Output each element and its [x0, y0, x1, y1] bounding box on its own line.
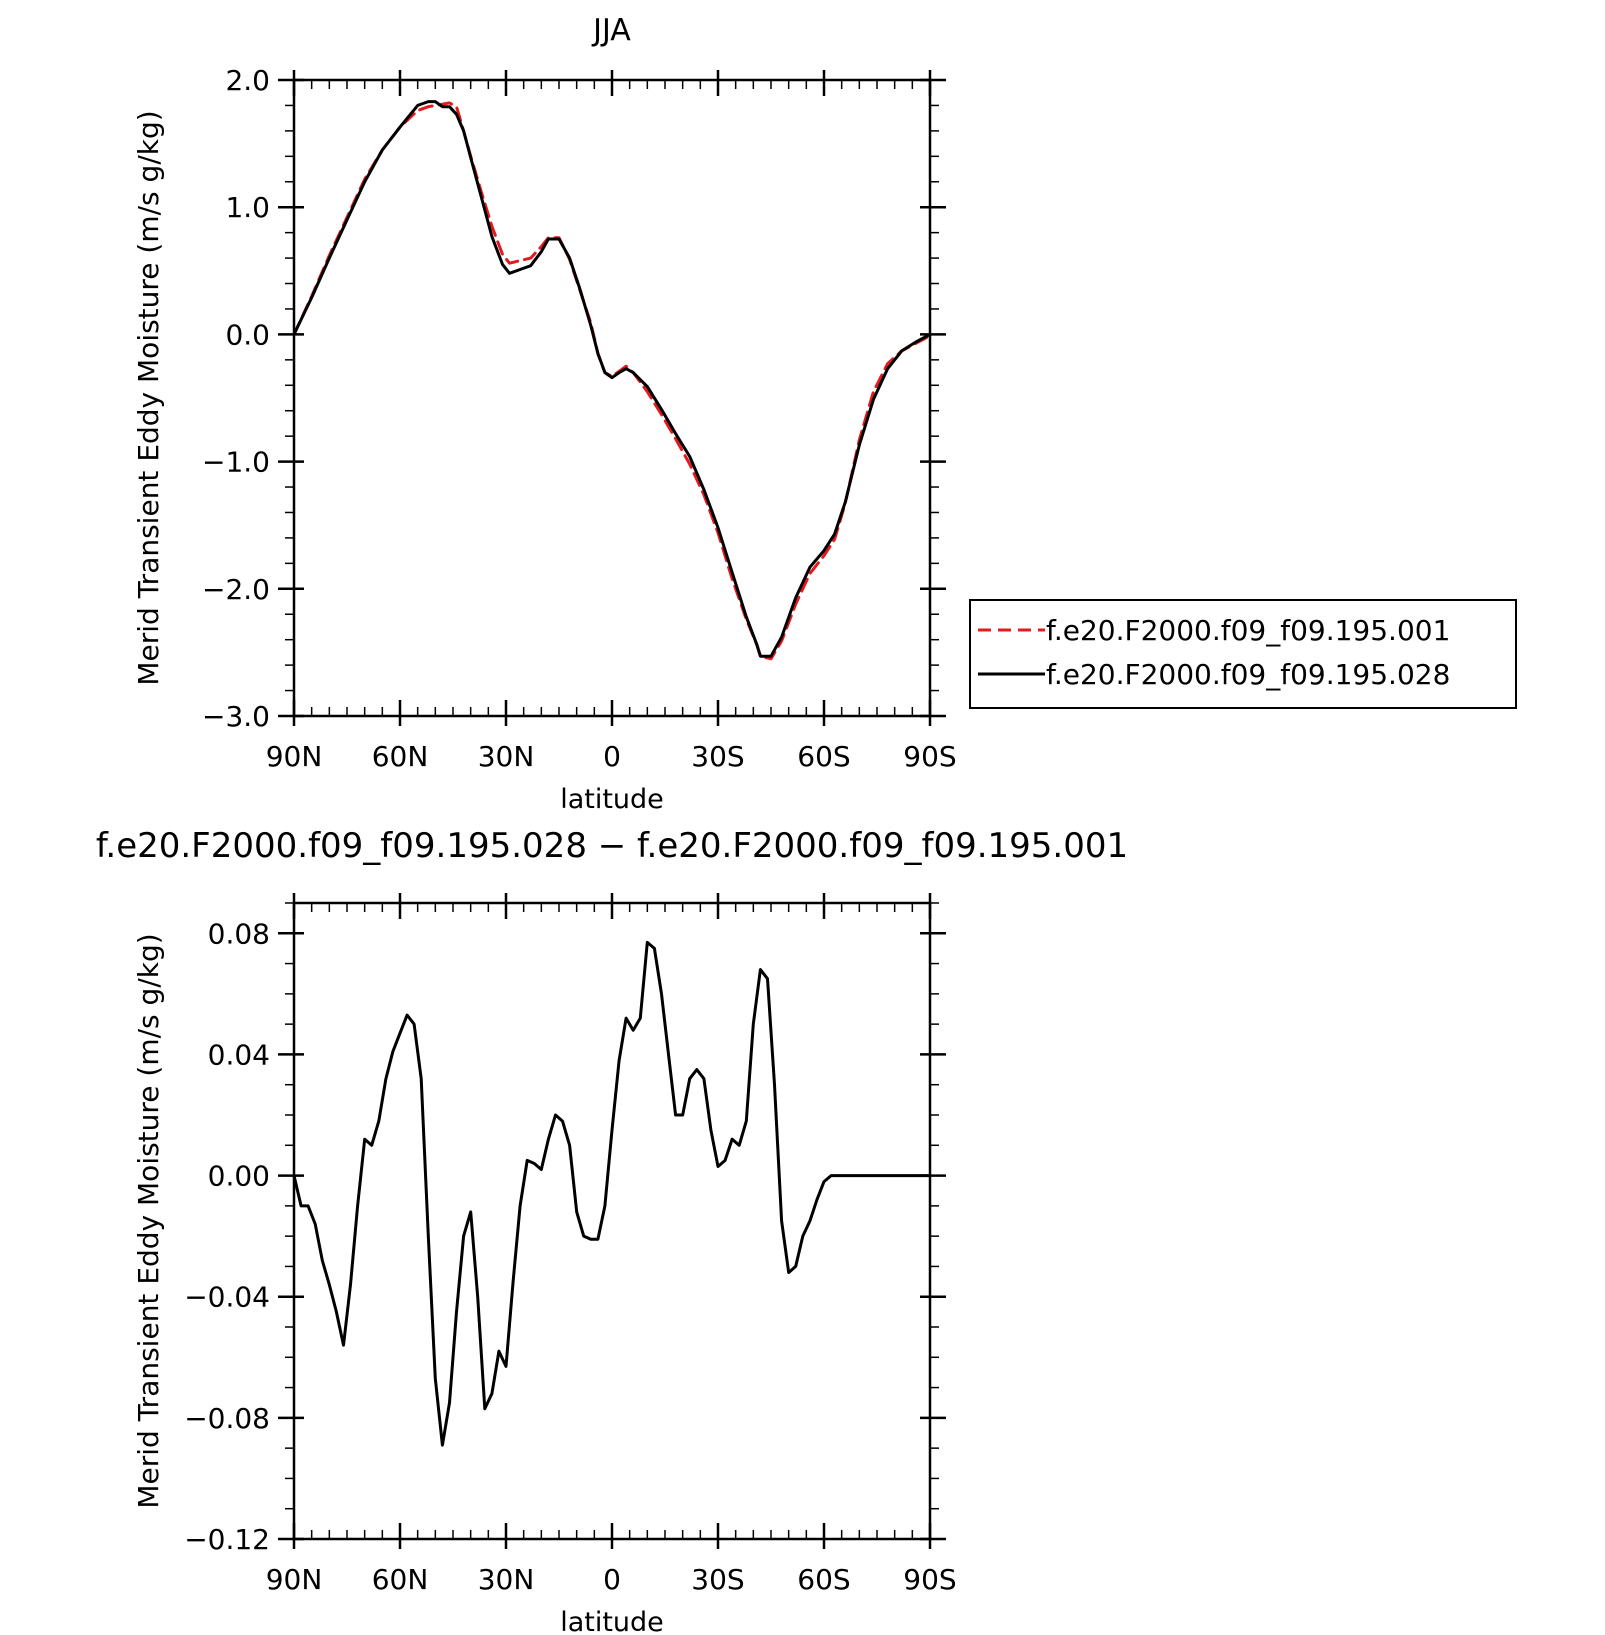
chart-panel-1: 90N 60N 30N 0 30S 60S 90S 2.0 1.0 0.0 −1.0 −2.0 −3.0… [132, 13, 1517, 815]
y-tick-label: 0.00 [208, 1160, 270, 1193]
series-line-2 [292, 100, 932, 658]
y-tick-label: −3.0 [202, 700, 270, 733]
legend-label-2: f.e20.F2000.f09_f09.195.028 [1046, 658, 1450, 691]
legend: f.e20.F2000.f09_f09.195.001 f.e20.F2000.f… [969, 599, 1517, 709]
y-axis-label: Merid Transient Eddy Moisture (m/s g/kg) [132, 933, 165, 1508]
x-tick-label: 60S [797, 1563, 850, 1596]
x-tick-label: 60N [372, 1563, 429, 1596]
series-line-1 [292, 101, 932, 661]
x-tick-label: 90N [266, 740, 323, 773]
x-axis-label: latitude [560, 1607, 664, 1635]
y-tick-label: 0.04 [208, 1038, 270, 1071]
x-axis-label: latitude [560, 784, 664, 815]
legend-label-1: f.e20.F2000.f09_f09.195.001 [1046, 614, 1450, 647]
x-tick-label: 90N [266, 1563, 323, 1596]
y-tick-label: −0.12 [184, 1523, 270, 1556]
x-tick-label: 30S [691, 1563, 744, 1596]
x-tick-label: 90S [903, 1563, 956, 1596]
y-tick-label: −1.0 [202, 446, 270, 479]
y-tick-label: 0.08 [208, 917, 270, 950]
chart-title: JJA [591, 13, 631, 48]
x-tick-label: 30N [478, 1563, 535, 1596]
x-tick-label: 30S [691, 740, 744, 773]
y-tick-label: 2.0 [225, 64, 270, 97]
legend-box [969, 599, 1517, 709]
series-line-1 [292, 940, 932, 1447]
x-tick-label: 90S [903, 740, 956, 773]
x-tick-label: 60N [372, 740, 429, 773]
chart-title: f.e20.F2000.f09_f09.195.028 − f.e20.F200… [96, 826, 1128, 866]
chart-panel-2: 90N 60N 30N 0 30S 60S 90S 0.08 0.04 0.00 −0.04 −0.0… [96, 826, 1128, 1635]
y-tick-label: −0.04 [184, 1281, 270, 1314]
plot-frame [292, 901, 932, 1541]
y-tick-label: −0.08 [184, 1402, 270, 1435]
y-tick-label: 0.0 [225, 318, 270, 351]
y-tick-label: 1.0 [225, 191, 270, 224]
y-axis-label: Merid Transient Eddy Moisture (m/s g/kg) [132, 110, 165, 685]
x-tick-label: 0 [603, 740, 621, 773]
x-tick-label: 0 [603, 1563, 621, 1596]
plot-frame [292, 78, 932, 718]
x-tick-label: 60S [797, 740, 850, 773]
y-tick-label: −2.0 [202, 573, 270, 606]
x-tick-label: 30N [478, 740, 535, 773]
